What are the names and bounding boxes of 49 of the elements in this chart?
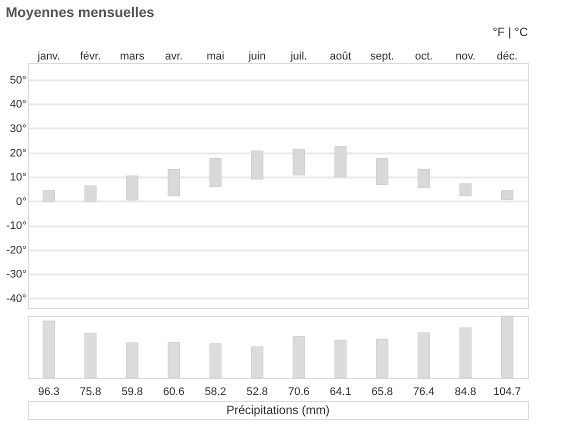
y-tick-label: -30° bbox=[6, 268, 26, 281]
chart-title: Moyennes mensuelles bbox=[6, 4, 155, 20]
data-label: 65.8 bbox=[371, 386, 393, 398]
data-label: 60.6 bbox=[163, 386, 185, 398]
bar bbox=[42, 190, 55, 202]
y-tick-label: -20° bbox=[6, 244, 26, 256]
data-label: 59.8 bbox=[121, 386, 143, 398]
x-tick-label: janv. bbox=[36, 50, 60, 62]
text: °F | °C bbox=[492, 25, 528, 39]
x-tick-label: juin bbox=[248, 50, 266, 62]
data-label: 96.3 bbox=[38, 386, 60, 398]
data-label: 52.8 bbox=[246, 386, 268, 398]
x-tick-label: juil. bbox=[290, 50, 308, 62]
y-tick-label: 10° bbox=[10, 172, 26, 184]
y-tick-label: -40° bbox=[6, 292, 26, 305]
data-label: 76.4 bbox=[413, 386, 435, 398]
data-label: 84.8 bbox=[454, 386, 476, 398]
x-tick-label: avr. bbox=[164, 50, 183, 62]
y-tick-label: 30° bbox=[10, 122, 26, 135]
bar bbox=[376, 158, 388, 186]
x-tick-label: déc. bbox=[496, 50, 518, 62]
bar bbox=[126, 176, 138, 200]
data-label: 64.1 bbox=[330, 386, 352, 398]
data-label: 70.6 bbox=[288, 386, 310, 398]
data-label: 75.8 bbox=[80, 386, 102, 398]
x-tick-label: mars bbox=[120, 50, 145, 62]
bar bbox=[292, 148, 305, 176]
bar bbox=[334, 146, 347, 178]
y-tick-label: 0° bbox=[16, 196, 26, 208]
x-tick-label: mai bbox=[206, 50, 224, 62]
x-axis-title: Précipitations (mm) bbox=[226, 403, 330, 417]
x-tick-label: août bbox=[330, 50, 352, 62]
x-tick-label: oct. bbox=[414, 50, 433, 62]
y-tick-label: -10° bbox=[6, 220, 26, 232]
y-tick-label: 20° bbox=[10, 147, 26, 160]
x-tick-label: févr. bbox=[80, 50, 101, 62]
y-tick-label: 40° bbox=[10, 98, 26, 111]
bar bbox=[501, 190, 514, 200]
y-tick-label: 50° bbox=[10, 74, 26, 86]
bar bbox=[168, 169, 180, 196]
data-label: 104.7 bbox=[493, 386, 521, 398]
bar bbox=[251, 150, 264, 180]
data-label: 58.2 bbox=[204, 386, 226, 398]
bar bbox=[209, 158, 222, 187]
bar bbox=[459, 183, 472, 196]
bar bbox=[418, 169, 430, 188]
bar bbox=[84, 185, 97, 202]
x-tick-label: nov. bbox=[456, 50, 476, 62]
x-tick-label: sept. bbox=[370, 50, 394, 62]
